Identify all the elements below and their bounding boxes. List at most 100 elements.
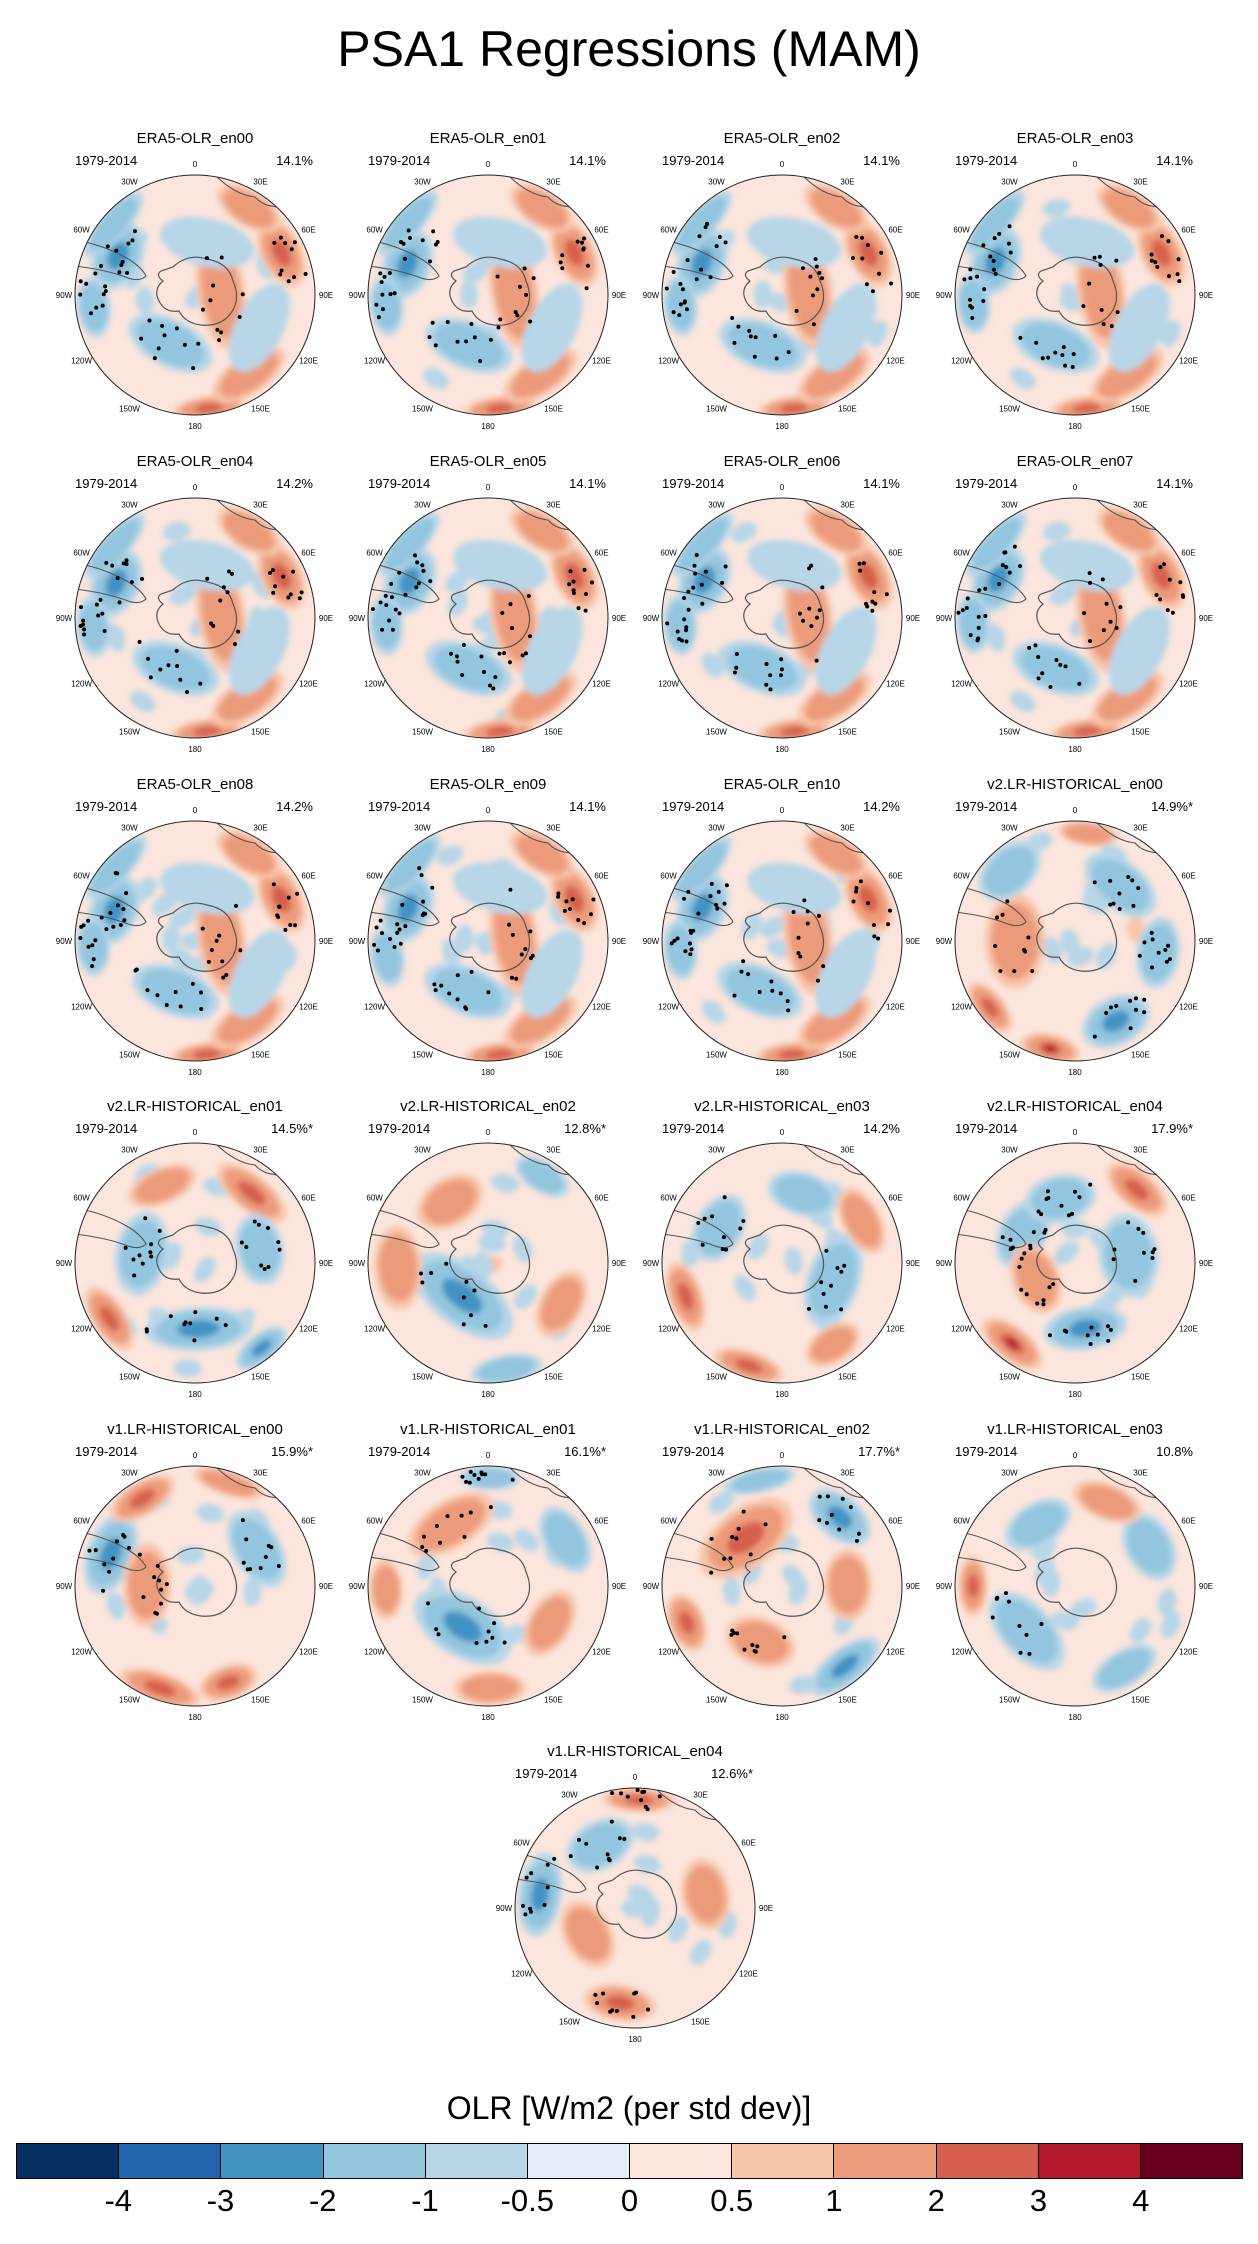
significance-dot (1128, 998, 1133, 1003)
longitude-label: 120E (886, 1648, 905, 1657)
significance-dot (270, 568, 275, 573)
significance-dot (145, 988, 150, 993)
significance-dot (983, 586, 988, 591)
significance-dot (430, 885, 435, 890)
significance-dot (703, 225, 708, 230)
significance-dot (764, 661, 769, 666)
longitude-label: 180 (628, 2035, 642, 2043)
anomaly-patch (1060, 283, 1081, 311)
significance-dot (283, 927, 288, 932)
longitude-label: 90W (56, 1259, 73, 1268)
significance-dot (430, 320, 435, 325)
anomaly-blob (96, 526, 133, 566)
significance-dot (157, 1228, 162, 1233)
significance-dot (857, 561, 862, 566)
anomaly-blob (1029, 651, 1082, 686)
longitude-label: 120E (592, 1003, 611, 1012)
significance-dot (105, 244, 110, 249)
significance-dot (823, 1304, 828, 1309)
longitude-label: 150W (999, 404, 1020, 413)
significance-dot (1070, 365, 1075, 370)
significance-dot (79, 924, 84, 929)
significance-dot (460, 1474, 465, 1479)
significance-dot (469, 969, 474, 974)
significance-dot (132, 1273, 137, 1278)
south-america-outline (662, 239, 734, 281)
longitude-label: 60W (73, 549, 90, 558)
significance-dot (697, 234, 702, 239)
longitude-label: 30W (708, 1146, 725, 1155)
significance-dot (1101, 322, 1106, 327)
significance-dot (374, 925, 379, 930)
significance-dot (1066, 1213, 1071, 1218)
antarctica-outline (743, 256, 825, 326)
significance-dot (582, 921, 587, 926)
significance-dot (217, 338, 222, 343)
panel-title: v2.LR-HISTORICAL_en01 (107, 1098, 283, 1115)
map-border (367, 820, 609, 1062)
anomaly-patch (513, 1284, 537, 1309)
polar-map: 0 30E 60E 90E 120E 150E 180 150W 120W 90W 60W 30W (936, 806, 1213, 1076)
panel-variance: 14.1% (276, 153, 313, 168)
colorbar-swatch (424, 2144, 527, 2178)
significance-dot (694, 552, 699, 557)
south-america-outline (662, 562, 734, 604)
significance-dot (567, 906, 572, 911)
significance-dot (797, 611, 802, 616)
colorbar-tick-label: 4 (1132, 2183, 1150, 2218)
map-panel: ERA5-OLR_en00 1979-2014 14.1% 0 30E 60E 90E 120… (45, 130, 345, 430)
panel-title: ERA5-OLR_en10 (723, 776, 841, 793)
longitude-label: 30E (840, 824, 854, 833)
significance-dot (1177, 279, 1182, 284)
longitude-label: 60W (73, 1517, 90, 1526)
significance-dot (722, 901, 727, 906)
longitude-label: 150W (999, 727, 1020, 736)
panel-period: 1979-2014 (75, 476, 138, 491)
significance-dot (103, 284, 108, 289)
significance-dot (1018, 335, 1023, 340)
longitude-label: 0 (193, 806, 198, 815)
significance-dot (454, 654, 459, 659)
significance-dot (1063, 664, 1068, 669)
anomaly-patch (1160, 320, 1181, 348)
significance-dot (211, 283, 216, 288)
map-panel: ERA5-OLR_en01 1979-2014 14.1% 0 30E 60E 90E 120… (338, 130, 638, 430)
significance-dot (700, 601, 705, 606)
longitude-label: 90E (1199, 937, 1213, 946)
longitude-label: 150E (691, 2017, 710, 2026)
significance-dot (1108, 878, 1113, 883)
anomaly-blob (847, 1200, 876, 1241)
significance-dot (510, 1477, 515, 1482)
longitude-label: 60E (594, 872, 608, 881)
significance-dot (111, 1556, 116, 1561)
colorbar-ticks: -4 -3 -2 -1 -0.5 0 0.5 1 2 3 4 (16, 2183, 1243, 2223)
anomaly-blob (160, 216, 255, 269)
significance-dot (393, 607, 398, 612)
significance-dot (276, 1240, 281, 1245)
antarctica-outline (449, 579, 531, 649)
map-border (954, 174, 1196, 416)
significance-dot (121, 907, 126, 912)
significance-dot (1142, 1010, 1147, 1015)
anomaly-blob (521, 606, 583, 695)
significance-dot (139, 336, 144, 341)
longitude-label: 90E (319, 1259, 333, 1268)
map-panel: ERA5-OLR_en02 1979-2014 14.1% 0 30E 60E 90E 120… (632, 130, 932, 430)
south-america-outline (368, 562, 440, 604)
longitude-label: 120W (658, 1325, 679, 1334)
significance-dot (1077, 681, 1082, 686)
significance-dot (1008, 250, 1013, 255)
longitude-label: 60W (366, 872, 383, 881)
significance-dot (1000, 1235, 1005, 1240)
anomaly-patch (1129, 1617, 1152, 1643)
significance-dot (468, 1510, 473, 1515)
significance-dot (994, 1596, 999, 1601)
significance-dot (646, 2007, 651, 2012)
anomaly-blob (244, 1227, 275, 1271)
significance-dot (378, 271, 383, 276)
significance-dot (174, 648, 179, 653)
significance-dot (609, 1819, 614, 1824)
map-border (367, 1142, 609, 1384)
anomaly-patch (106, 1591, 126, 1620)
significance-dot (160, 323, 165, 328)
